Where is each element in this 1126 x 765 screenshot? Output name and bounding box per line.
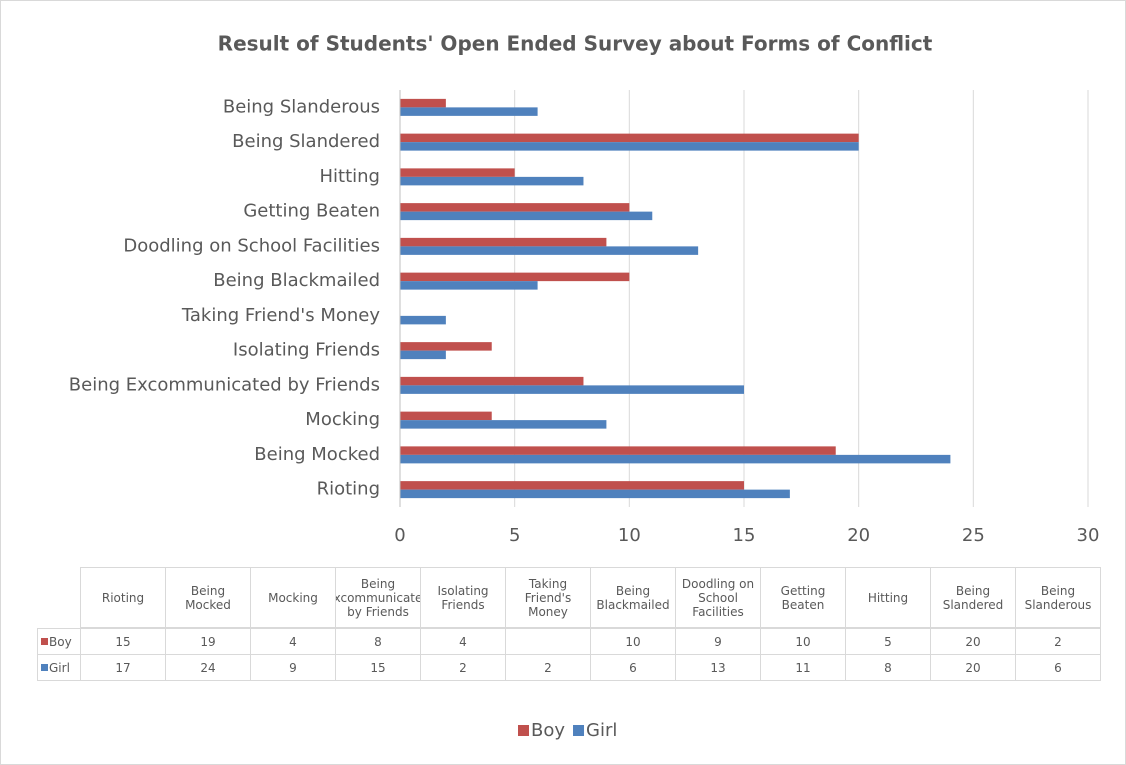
x-tick-label: 15 bbox=[733, 525, 756, 546]
bar bbox=[400, 203, 630, 212]
y-tick-label: Being Blackmailed bbox=[213, 270, 380, 291]
table-header: Mocking bbox=[250, 567, 336, 628]
table-cell: 20 bbox=[930, 654, 1016, 681]
table-cell: 2 bbox=[505, 654, 591, 681]
table-cell: 20 bbox=[930, 628, 1016, 655]
bar bbox=[400, 446, 836, 455]
table-cell: 19 bbox=[165, 628, 251, 655]
table-cell: 5 bbox=[845, 628, 931, 655]
table-cell: 10 bbox=[590, 628, 676, 655]
bar bbox=[400, 350, 446, 360]
bar bbox=[400, 237, 607, 247]
table-header: Rioting bbox=[80, 567, 166, 628]
y-tick-label: Being Slanderous bbox=[223, 96, 380, 117]
bar bbox=[400, 98, 446, 108]
bar bbox=[400, 246, 699, 255]
table-header: Getting Beaten bbox=[760, 567, 846, 628]
bar bbox=[400, 107, 538, 116]
y-tick-label: Being Slandered bbox=[232, 131, 380, 152]
x-tick-label: 30 bbox=[1077, 525, 1100, 546]
x-tick-label: 5 bbox=[509, 525, 520, 546]
chart-title: Result of Students' Open Ended Survey ab… bbox=[218, 32, 933, 56]
table-header: Taking Friend's Money bbox=[505, 567, 591, 628]
y-tick-label: Isolating Friends bbox=[233, 340, 380, 361]
table-header: Being Blackmailed bbox=[590, 567, 676, 628]
legend-label: Girl bbox=[586, 720, 617, 741]
table-header: Being Slandered bbox=[930, 567, 1016, 628]
table-cell bbox=[505, 628, 591, 655]
x-tick-label: 10 bbox=[618, 525, 641, 546]
table-cell: 9 bbox=[250, 654, 336, 681]
bar bbox=[400, 168, 515, 177]
bar bbox=[400, 281, 538, 290]
table-cell: 6 bbox=[1015, 654, 1101, 681]
table-cell: 8 bbox=[845, 654, 931, 681]
bar bbox=[400, 420, 607, 429]
y-tick-label: Being Mocked bbox=[254, 444, 380, 465]
y-tick-label: Hitting bbox=[320, 166, 381, 187]
y-tick-label: Rioting bbox=[317, 479, 380, 500]
legend-key bbox=[573, 725, 585, 736]
row-label: Boy bbox=[49, 634, 72, 649]
table-cell: 15 bbox=[335, 654, 421, 681]
table-header: Doodling on School Facilities bbox=[675, 567, 761, 628]
table-cell: 8 bbox=[335, 628, 421, 655]
table-header: Isolating Friends bbox=[420, 567, 506, 628]
table-cell: 2 bbox=[420, 654, 506, 681]
y-tick-label: Mocking bbox=[305, 409, 380, 430]
bar bbox=[400, 376, 584, 386]
table-header: Being Excommunicated by Friends bbox=[335, 567, 421, 628]
legend-key bbox=[518, 725, 529, 736]
table-cell: 15 bbox=[80, 628, 166, 655]
bar bbox=[400, 142, 859, 151]
bar bbox=[400, 315, 446, 325]
bar bbox=[400, 133, 859, 143]
x-tick-label: 25 bbox=[962, 525, 985, 546]
bar bbox=[400, 481, 744, 490]
table-cell: 2 bbox=[1015, 628, 1101, 655]
legend-key bbox=[41, 638, 48, 645]
table-header: Being Mocked bbox=[165, 567, 251, 628]
bar bbox=[400, 342, 492, 351]
bar bbox=[400, 176, 584, 186]
y-tick-label: Taking Friend's Money bbox=[181, 305, 380, 326]
bar bbox=[400, 385, 744, 394]
table-cell: 24 bbox=[165, 654, 251, 681]
row-label: Girl bbox=[49, 660, 70, 675]
legend-label: Boy bbox=[531, 720, 565, 741]
table-header: Being Slanderous bbox=[1015, 567, 1101, 628]
table-cell: 4 bbox=[250, 628, 336, 655]
bar bbox=[400, 411, 492, 421]
table-cell: 17 bbox=[80, 654, 166, 681]
table-cell: 4 bbox=[420, 628, 506, 655]
y-tick-label: Doodling on School Facilities bbox=[123, 235, 380, 256]
table-row-label: Girl bbox=[37, 654, 81, 681]
y-tick-label: Being Excommunicated by Friends bbox=[69, 374, 380, 395]
table-cell: 13 bbox=[675, 654, 761, 681]
table-cell: 6 bbox=[590, 654, 676, 681]
bar bbox=[400, 454, 951, 464]
bar bbox=[400, 489, 790, 499]
table-row-label: Boy bbox=[37, 628, 81, 655]
table-cell: 11 bbox=[760, 654, 846, 681]
legend-key bbox=[41, 664, 48, 671]
y-tick-label: Getting Beaten bbox=[243, 201, 380, 222]
table-header: Hitting bbox=[845, 567, 931, 628]
bar bbox=[400, 211, 653, 221]
bar bbox=[400, 272, 630, 282]
x-tick-label: 0 bbox=[394, 525, 405, 546]
x-tick-label: 20 bbox=[847, 525, 870, 546]
table-cell: 9 bbox=[675, 628, 761, 655]
table-cell: 10 bbox=[760, 628, 846, 655]
